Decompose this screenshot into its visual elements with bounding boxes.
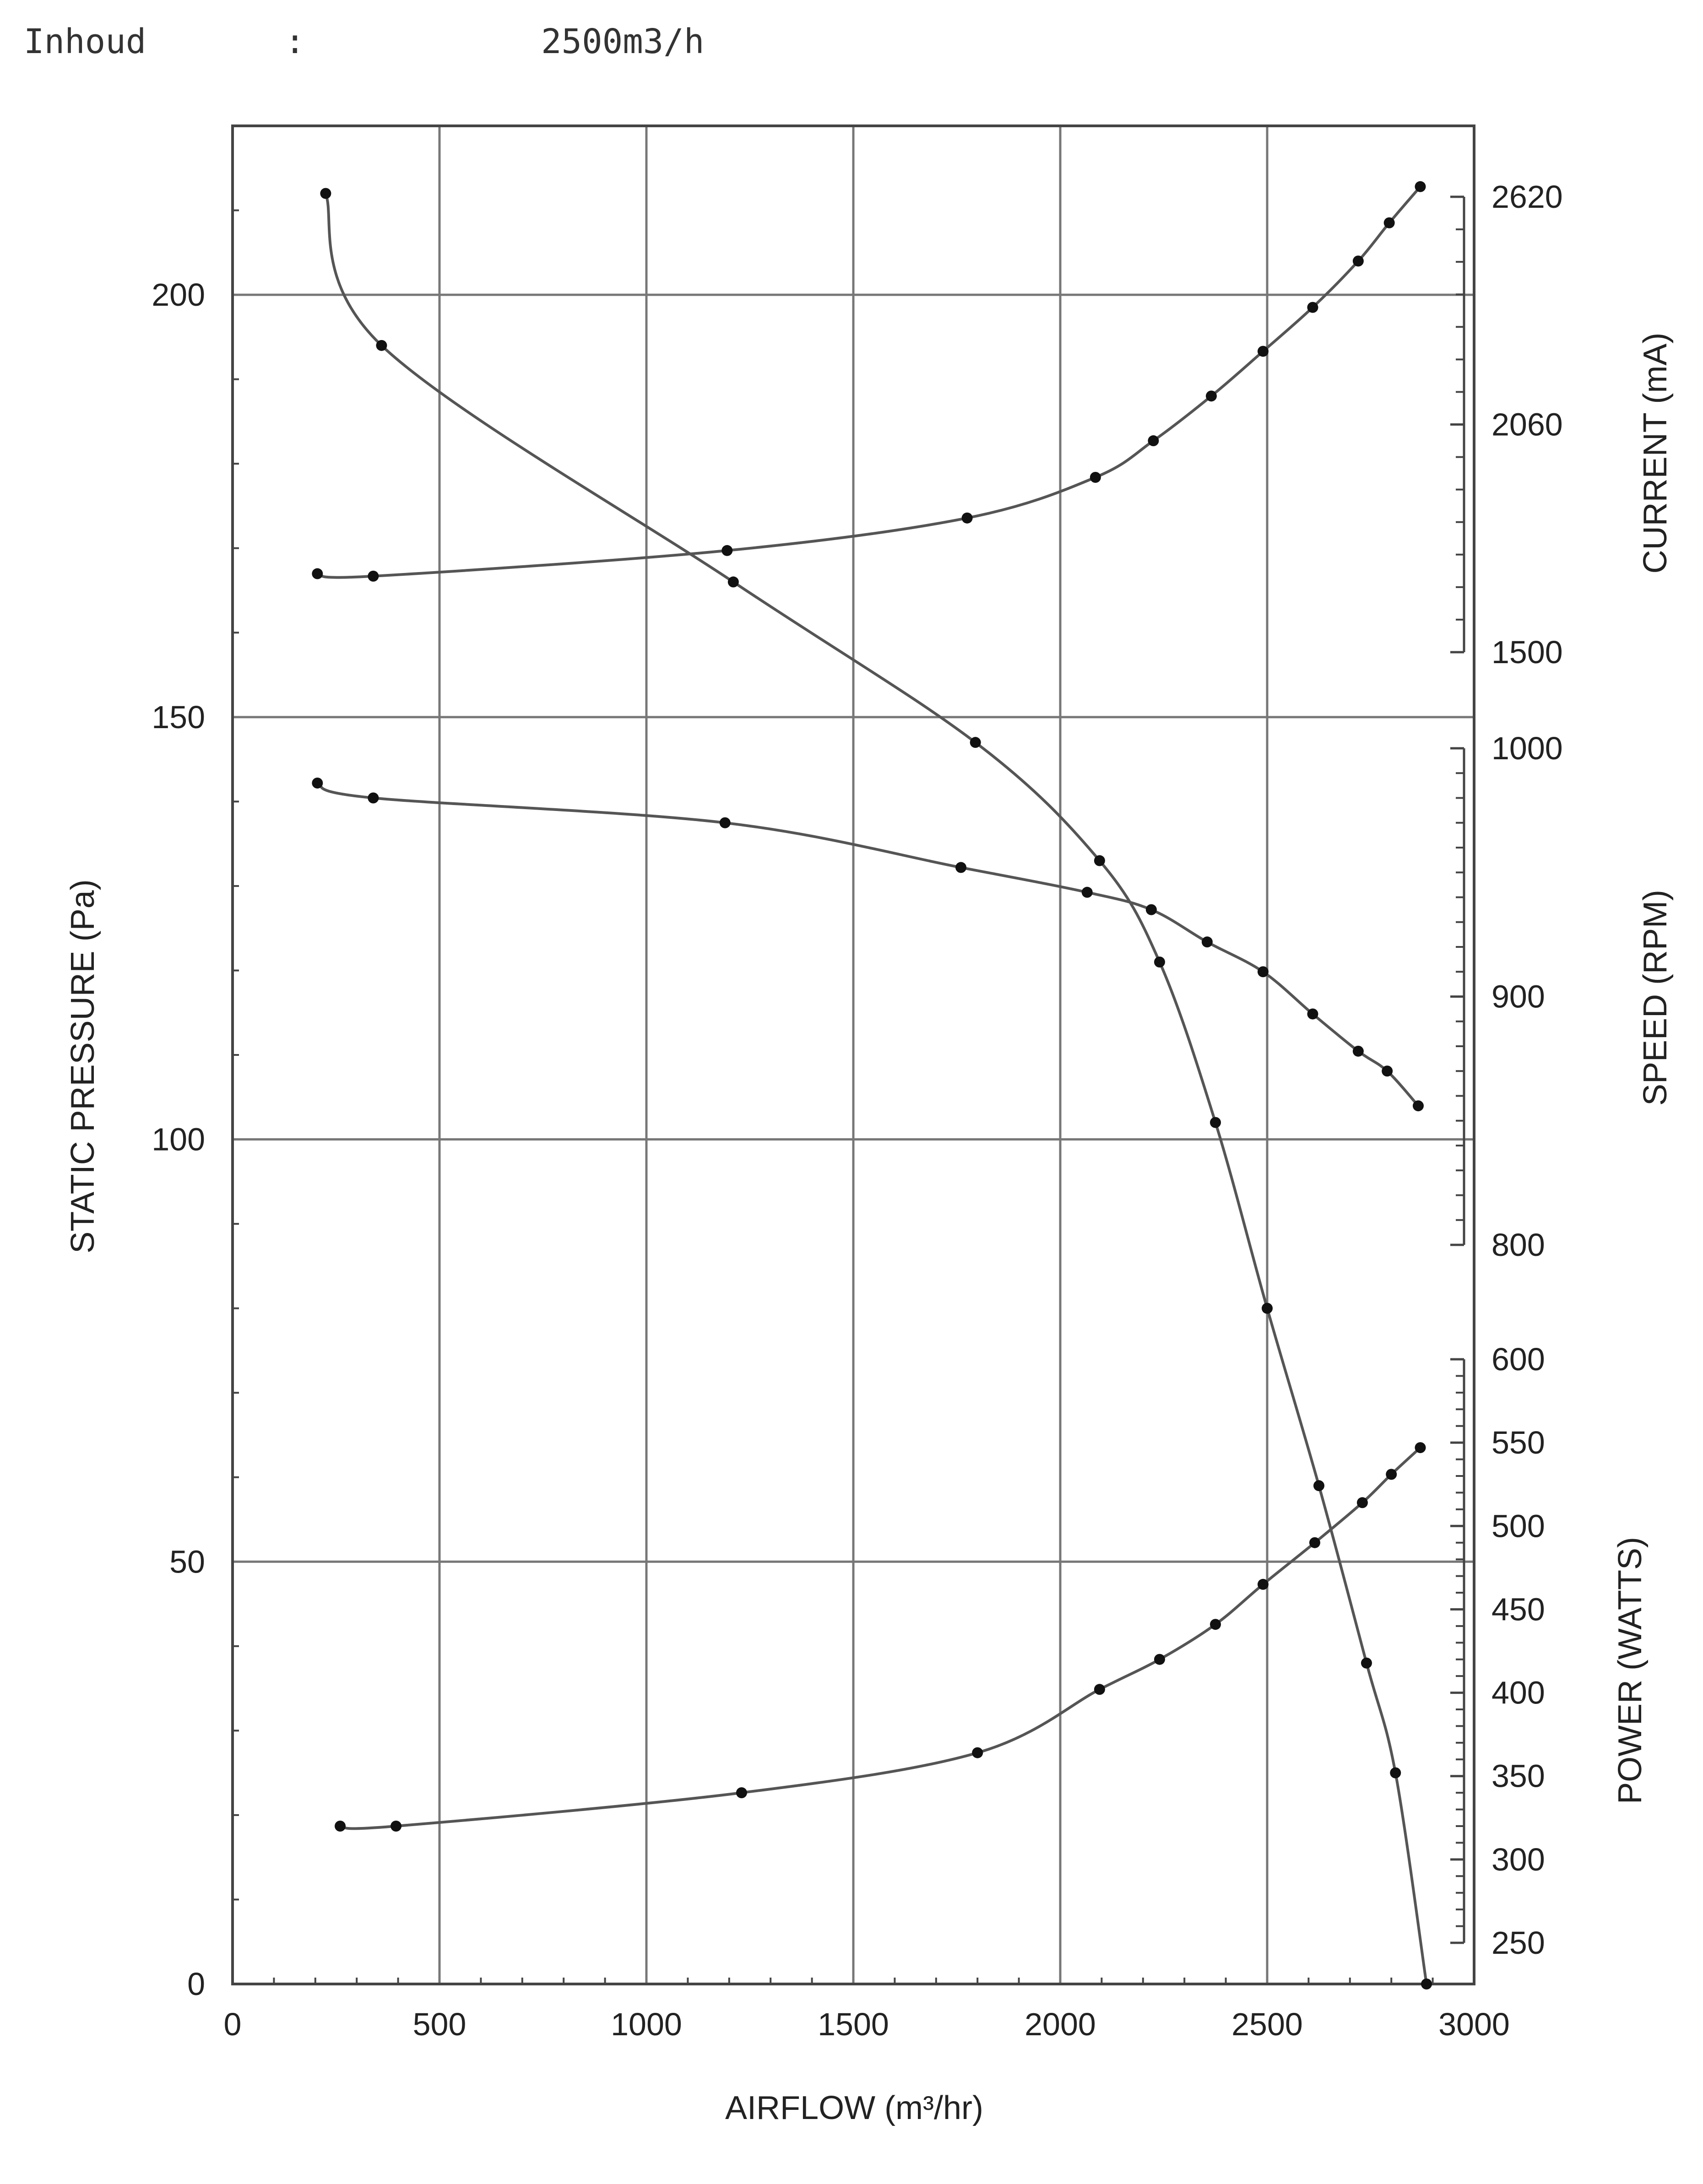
pressure-curve bbox=[324, 193, 1428, 1984]
y-tick-label-power: 550 bbox=[1491, 1425, 1545, 1460]
pressure-data-point bbox=[1390, 1767, 1401, 1779]
y-tick-label-power: 250 bbox=[1491, 1925, 1545, 1961]
header: Inhoud : 2500m3/h bbox=[24, 22, 704, 179]
speed-data-point bbox=[1382, 1065, 1393, 1077]
y-tick-label-current: 1500 bbox=[1491, 634, 1563, 670]
current-data-point bbox=[1090, 471, 1101, 483]
y-tick-label-speed: 800 bbox=[1491, 1227, 1545, 1263]
y-tick-label-power: 300 bbox=[1491, 1842, 1545, 1877]
speed-data-point bbox=[312, 777, 323, 789]
y-tick-label-pressure: 0 bbox=[187, 1966, 205, 2002]
pressure-data-point bbox=[1313, 1480, 1324, 1492]
current-data-point bbox=[1352, 255, 1364, 267]
current-curve bbox=[317, 185, 1421, 579]
x-tick-label: 1000 bbox=[611, 2006, 682, 2042]
y-tick-label-power: 400 bbox=[1491, 1675, 1545, 1711]
y-axis-title-pressure: STATIC PRESSURE (Pa) bbox=[65, 879, 101, 1253]
y-tick-label-speed: 1000 bbox=[1491, 730, 1563, 766]
x-tick-label: 3000 bbox=[1438, 2006, 1510, 2042]
x-tick-label: 2500 bbox=[1231, 2006, 1303, 2042]
power-data-point bbox=[1210, 1619, 1221, 1630]
power-data-point bbox=[1257, 1579, 1269, 1590]
pressure-data-point bbox=[320, 188, 331, 199]
pressure-data-point bbox=[376, 340, 387, 351]
y-tick-label-power: 450 bbox=[1491, 1591, 1545, 1627]
speed-data-point bbox=[368, 792, 379, 804]
speed-data-point bbox=[719, 817, 731, 828]
x-tick-label: 0 bbox=[224, 2006, 242, 2042]
axis-layer: 0 500 1000 1500 2000 2500 3000 0 50 100 150 200 1500… bbox=[152, 179, 1563, 2042]
speed-data-point bbox=[1081, 887, 1093, 898]
y-axis-title-speed: SPEED (RPM) bbox=[1637, 890, 1674, 1106]
power-data-point bbox=[1094, 1684, 1105, 1695]
y-tick-label-pressure: 200 bbox=[152, 277, 205, 313]
power-data-point bbox=[1356, 1497, 1368, 1508]
pressure-data-point bbox=[1210, 1117, 1221, 1128]
speed-data-point bbox=[1257, 966, 1269, 978]
current-data-point bbox=[1257, 346, 1269, 357]
current-data-point bbox=[1383, 217, 1395, 228]
y-tick-label-current: 2060 bbox=[1491, 407, 1563, 443]
y-tick-label-power: 500 bbox=[1491, 1508, 1545, 1544]
speed-data-point bbox=[955, 862, 967, 873]
power-data-point bbox=[1386, 1469, 1397, 1480]
y-tick-label-current: 2620 bbox=[1491, 179, 1563, 215]
speed-data-point bbox=[1412, 1100, 1424, 1112]
current-data-point bbox=[368, 570, 379, 582]
y-tick-label-power: 600 bbox=[1491, 1341, 1545, 1377]
speed-curve bbox=[317, 782, 1420, 1107]
x-axis-title: AIRFLOW (m³/hr) bbox=[725, 2090, 983, 2126]
pressure-data-point bbox=[970, 737, 981, 748]
grid-layer bbox=[233, 126, 1474, 1984]
pressure-data-point bbox=[727, 576, 739, 588]
power-data-point bbox=[972, 1747, 983, 1758]
power-data-point bbox=[1415, 1442, 1426, 1454]
power-curve bbox=[340, 1446, 1421, 1830]
current-data-point bbox=[961, 512, 973, 524]
header-separator: : bbox=[285, 22, 305, 61]
power-data-point bbox=[1154, 1654, 1165, 1665]
current-data-point bbox=[1205, 390, 1217, 402]
y-tick-label-power: 350 bbox=[1491, 1758, 1545, 1794]
speed-data-point bbox=[1201, 936, 1213, 948]
x-tick-label: 2000 bbox=[1025, 2006, 1096, 2042]
y-axis-title-current: CURRENT (mA) bbox=[1637, 333, 1674, 574]
x-tick-label: 500 bbox=[413, 2006, 466, 2042]
marker-layer bbox=[312, 181, 1432, 1989]
pressure-data-point bbox=[1094, 855, 1105, 866]
y-axis-title-power: POWER (WATTS) bbox=[1612, 1537, 1649, 1804]
power-data-point bbox=[1309, 1537, 1320, 1548]
power-data-point bbox=[335, 1821, 346, 1832]
pressure-data-point bbox=[1154, 957, 1165, 968]
y-tick-label-pressure: 100 bbox=[152, 1122, 205, 1157]
pressure-data-point bbox=[1361, 1657, 1372, 1669]
header-value: 2500m3/h bbox=[541, 22, 705, 61]
pressure-data-point bbox=[1262, 1303, 1273, 1314]
current-data-point bbox=[312, 568, 323, 579]
series-layer bbox=[317, 185, 1428, 1984]
speed-data-point bbox=[1352, 1045, 1364, 1057]
power-data-point bbox=[736, 1787, 747, 1799]
pressure-data-point bbox=[1421, 1979, 1432, 1989]
current-data-point bbox=[1148, 435, 1159, 447]
current-data-point bbox=[721, 545, 733, 556]
y-tick-label-pressure: 50 bbox=[169, 1544, 205, 1579]
speed-data-point bbox=[1145, 904, 1157, 915]
header-label: Inhoud bbox=[24, 22, 146, 61]
y-tick-label-pressure: 150 bbox=[152, 699, 205, 735]
x-tick-label: 1500 bbox=[818, 2006, 889, 2042]
y-tick-label-speed: 900 bbox=[1491, 979, 1545, 1015]
current-data-point bbox=[1415, 181, 1426, 192]
power-data-point bbox=[390, 1821, 402, 1832]
speed-data-point bbox=[1307, 1008, 1318, 1020]
current-data-point bbox=[1307, 302, 1318, 313]
